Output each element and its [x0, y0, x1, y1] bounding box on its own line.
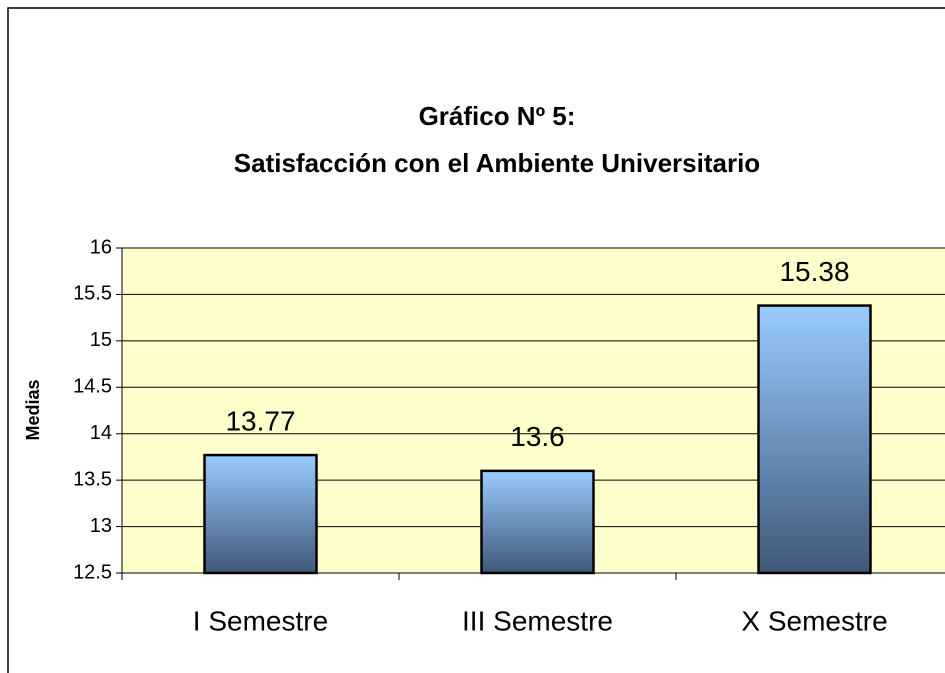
value-label: 15.38 — [779, 256, 849, 287]
y-tick-label: 13 — [90, 515, 112, 537]
y-tick-label: 15 — [90, 329, 112, 351]
y-tick-label: 14.5 — [73, 376, 112, 398]
chart-subtitle: Satisfacción con el Ambiente Universitar… — [234, 148, 760, 178]
x-tick-label: X Semestre — [741, 605, 887, 636]
value-label: 13.6 — [510, 421, 565, 452]
y-tick-label: 13.5 — [73, 468, 112, 490]
x-tick-label: I Semestre — [193, 605, 328, 636]
x-tick-label: III Semestre — [462, 605, 613, 636]
y-tick-label: 14 — [90, 422, 112, 444]
bar — [480, 469, 595, 575]
value-label: 13.77 — [225, 405, 295, 436]
chart-title: Gráfico Nº 5: — [419, 101, 576, 131]
y-tick-label: 15.5 — [73, 283, 112, 305]
bar — [203, 453, 318, 575]
bar — [757, 304, 872, 575]
y-tick-label: 16 — [90, 236, 112, 258]
y-axis-label: Medias — [23, 379, 43, 440]
y-tick-label: 12.5 — [73, 561, 112, 583]
